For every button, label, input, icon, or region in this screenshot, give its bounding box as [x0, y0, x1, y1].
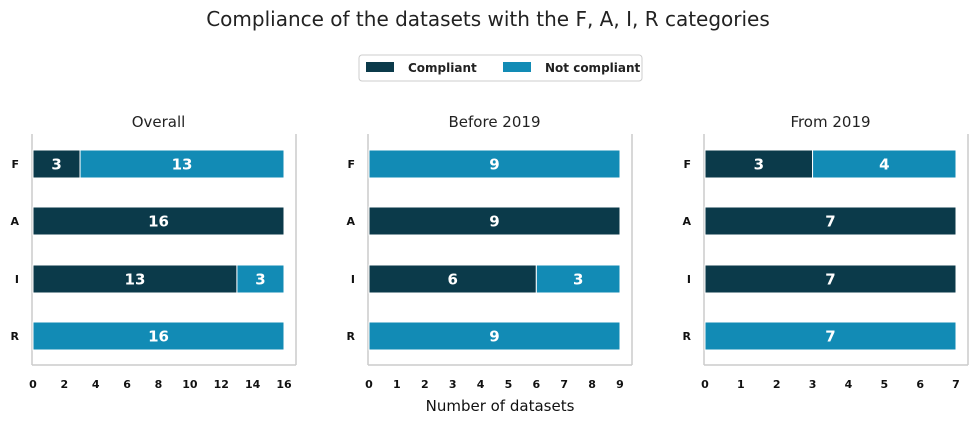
x-tick-label: 5 — [880, 378, 888, 391]
bar-value-label: 7 — [825, 213, 835, 231]
x-tick-label: 12 — [214, 378, 229, 391]
legend-swatch-compliant — [366, 62, 394, 72]
x-tick-label: 9 — [616, 378, 624, 391]
x-tick-label: 0 — [701, 378, 709, 391]
x-tick-label: 4 — [845, 378, 853, 391]
bar-not-compliant — [79, 149, 285, 179]
bar-value-label: 3 — [255, 271, 265, 289]
x-tick-label: 3 — [449, 378, 457, 391]
bar-compliant — [32, 264, 238, 294]
bar-not-compliant — [812, 149, 957, 179]
legend: Compliant Not compliant — [358, 54, 643, 82]
x-tick-label: 3 — [809, 378, 817, 391]
bar-value-label: 3 — [573, 271, 583, 289]
y-tick-label: A — [346, 215, 355, 228]
panel-from-2019: From 2019 0 1 2 3 4 5 6 7 F 3 4 A 7 I 7 R 7 — [682, 113, 969, 391]
x-tick-label: 5 — [505, 378, 513, 391]
x-tick-label: 2 — [61, 378, 69, 391]
legend-label-compliant: Compliant — [408, 61, 477, 75]
x-tick-label: 8 — [588, 378, 596, 391]
y-tick-label: F — [347, 158, 355, 171]
y-tick-label: I — [351, 273, 355, 286]
bar-compliant — [32, 149, 81, 179]
y-tick-label: F — [683, 158, 691, 171]
chart-title: Compliance of the datasets with the F, A… — [206, 7, 770, 31]
bar-value-label: 3 — [754, 156, 764, 174]
x-tick-label: 4 — [92, 378, 100, 391]
y-tick-label: R — [683, 330, 692, 343]
bar-not-compliant — [32, 321, 285, 351]
x-tick-label: 2 — [773, 378, 781, 391]
bar-value-label: 13 — [172, 156, 193, 174]
panel-title: Before 2019 — [449, 113, 541, 131]
panel-title: From 2019 — [790, 113, 870, 131]
x-tick-label: 0 — [365, 378, 373, 391]
bar-compliant — [32, 206, 285, 236]
y-tick-label: F — [11, 158, 19, 171]
x-axis-label: Number of datasets — [426, 397, 575, 415]
x-tick-label: 6 — [916, 378, 924, 391]
bar-value-label: 16 — [148, 213, 169, 231]
x-tick-label: 6 — [123, 378, 131, 391]
bar-value-label: 9 — [489, 328, 499, 346]
panel-overall: Overall 0 2 4 6 8 10 12 14 16 F 3 13 A 16 I 13 3 R 16 — [10, 113, 297, 391]
bar-value-label: 4 — [879, 156, 889, 174]
bar-not-compliant — [704, 321, 957, 351]
x-tick-label: 2 — [421, 378, 429, 391]
y-tick-label: I — [15, 273, 19, 286]
legend-label-not-compliant: Not compliant — [545, 61, 641, 75]
x-tick-label: 1 — [737, 378, 745, 391]
bar-value-label: 3 — [51, 156, 61, 174]
x-tick-label: 16 — [276, 378, 292, 391]
panel-title: Overall — [132, 113, 186, 131]
bar-value-label: 6 — [447, 271, 457, 289]
bar-compliant — [368, 206, 621, 236]
panel-before-2019: Before 2019 0 1 2 3 4 5 6 7 8 9 F 9 A 9 I 6 3 R 9 — [346, 113, 633, 391]
x-tick-label: 8 — [155, 378, 163, 391]
bar-value-label: 13 — [125, 271, 146, 289]
legend-swatch-not-compliant — [503, 62, 531, 72]
bar-compliant — [704, 264, 957, 294]
x-tick-label: 0 — [29, 378, 37, 391]
bar-value-label: 16 — [148, 328, 169, 346]
bar-not-compliant — [236, 264, 285, 294]
bar-value-label: 9 — [489, 156, 499, 174]
bar-not-compliant — [535, 264, 621, 294]
x-tick-label: 7 — [560, 378, 568, 391]
bar-not-compliant — [368, 149, 621, 179]
y-tick-label: A — [682, 215, 691, 228]
legend-frame — [358, 54, 643, 82]
bar-compliant — [704, 206, 957, 236]
y-tick-label: R — [11, 330, 20, 343]
x-tick-label: 6 — [533, 378, 541, 391]
x-tick-label: 14 — [245, 378, 261, 391]
y-tick-label: I — [687, 273, 691, 286]
bar-value-label: 7 — [825, 328, 835, 346]
bar-value-label: 7 — [825, 271, 835, 289]
y-tick-label: R — [347, 330, 356, 343]
x-tick-label: 7 — [952, 378, 960, 391]
bar-not-compliant — [368, 321, 621, 351]
x-tick-label: 1 — [393, 378, 401, 391]
bar-compliant — [368, 264, 537, 294]
x-tick-label: 4 — [477, 378, 485, 391]
x-tick-label: 10 — [182, 378, 198, 391]
y-tick-label: A — [10, 215, 19, 228]
bar-value-label: 9 — [489, 213, 499, 231]
